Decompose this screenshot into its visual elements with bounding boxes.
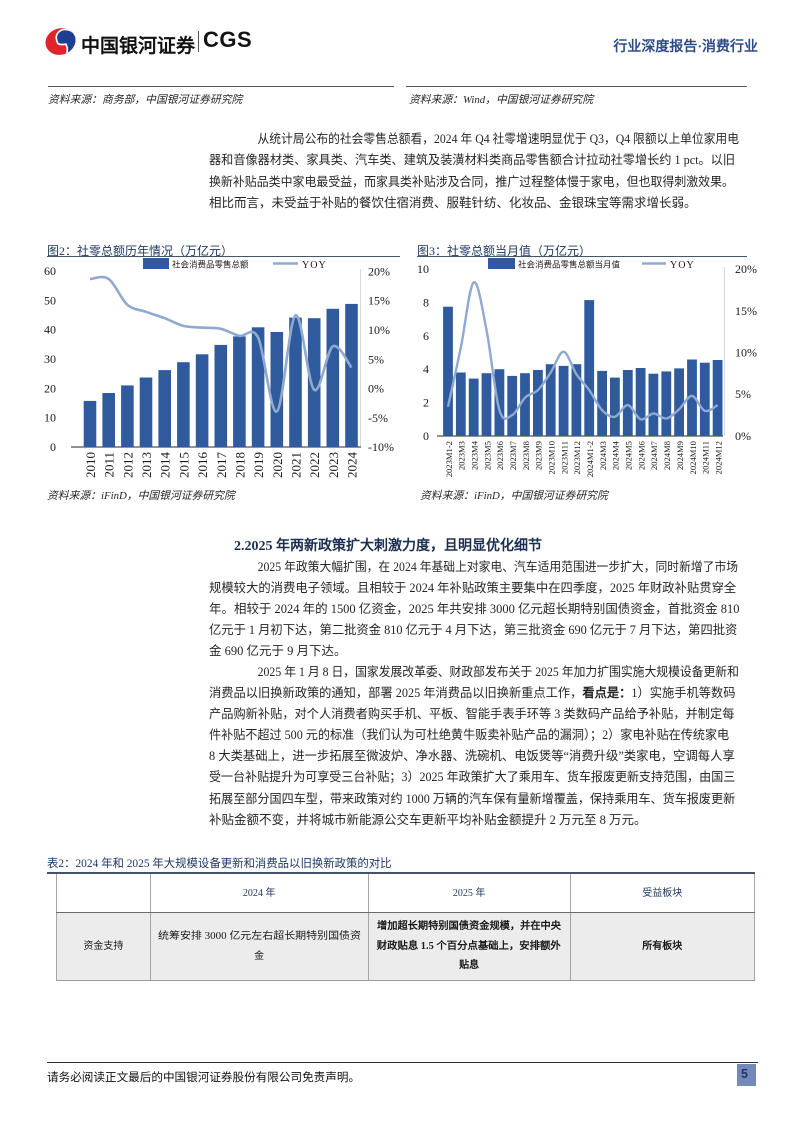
svg-text:2012: 2012 (120, 452, 135, 478)
svg-text:2024M12: 2024M12 (713, 441, 723, 474)
svg-text:2023M6: 2023M6 (495, 440, 505, 470)
svg-text:2023M8: 2023M8 (521, 441, 531, 470)
svg-text:2013: 2013 (139, 452, 154, 478)
svg-text:2024: 2024 (345, 452, 360, 479)
svg-text:-10%: -10% (368, 440, 394, 454)
svg-text:10%: 10% (368, 323, 390, 337)
svg-text:30: 30 (44, 352, 56, 366)
svg-text:2: 2 (423, 396, 429, 410)
svg-text:2010: 2010 (83, 452, 98, 478)
svg-text:2023M12: 2023M12 (572, 441, 582, 474)
svg-text:2017: 2017 (214, 452, 229, 479)
svg-text:2023M3: 2023M3 (457, 441, 467, 470)
svg-text:2023M9: 2023M9 (534, 441, 544, 470)
svg-text:2024M9: 2024M9 (675, 441, 685, 470)
svg-text:社会消费品零售总额: 社会消费品零售总额 (172, 260, 249, 270)
svg-text:2018: 2018 (232, 452, 247, 478)
svg-text:2022: 2022 (307, 452, 322, 478)
svg-text:-5%: -5% (368, 411, 388, 425)
svg-text:2024M8: 2024M8 (662, 441, 672, 470)
svg-text:YOY: YOY (302, 260, 327, 271)
svg-text:50: 50 (44, 293, 56, 307)
svg-text:2024M4: 2024M4 (611, 440, 621, 470)
svg-text:2024M3: 2024M3 (598, 441, 608, 470)
svg-text:20%: 20% (735, 262, 757, 276)
svg-text:YOY: YOY (670, 260, 695, 271)
svg-text:60: 60 (44, 264, 56, 278)
svg-text:5%: 5% (735, 387, 751, 401)
svg-text:2019: 2019 (251, 452, 266, 478)
svg-text:2011: 2011 (102, 452, 117, 478)
svg-text:2024M5: 2024M5 (624, 441, 634, 470)
svg-text:15%: 15% (735, 304, 757, 318)
svg-text:0: 0 (423, 429, 429, 443)
svg-text:社会消费品零售总额当月值: 社会消费品零售总额当月值 (518, 260, 621, 270)
svg-text:4: 4 (423, 362, 429, 376)
svg-text:6: 6 (423, 329, 429, 343)
svg-text:2024M10: 2024M10 (688, 441, 698, 474)
svg-text:2021: 2021 (289, 452, 304, 478)
svg-text:2023M7: 2023M7 (508, 440, 518, 470)
svg-text:2023M10: 2023M10 (547, 441, 557, 474)
svg-text:10%: 10% (735, 346, 757, 360)
svg-text:2023: 2023 (326, 452, 341, 478)
svg-text:2024M6: 2024M6 (636, 440, 646, 470)
svg-text:0: 0 (50, 440, 56, 454)
svg-text:2023M11: 2023M11 (559, 441, 569, 474)
svg-text:2024M11: 2024M11 (701, 441, 711, 474)
svg-text:10: 10 (417, 262, 429, 276)
svg-text:2020: 2020 (270, 452, 285, 478)
svg-text:10: 10 (44, 411, 56, 425)
svg-text:0%: 0% (368, 382, 384, 396)
svg-text:5%: 5% (368, 352, 384, 366)
svg-text:2024M1-2: 2024M1-2 (585, 441, 595, 477)
svg-text:8: 8 (423, 295, 429, 309)
svg-text:2023M4: 2023M4 (470, 440, 480, 470)
svg-text:2014: 2014 (158, 452, 173, 479)
svg-text:0%: 0% (735, 429, 751, 443)
svg-text:20%: 20% (368, 264, 390, 278)
svg-text:2023M5: 2023M5 (482, 441, 492, 470)
svg-text:20: 20 (44, 381, 56, 395)
svg-text:2015: 2015 (176, 452, 191, 478)
svg-text:40: 40 (44, 323, 56, 337)
svg-text:2016: 2016 (195, 452, 210, 479)
svg-text:15%: 15% (368, 294, 390, 308)
svg-text:2023M1-2: 2023M1-2 (444, 441, 454, 477)
svg-text:2024M7: 2024M7 (649, 440, 659, 470)
